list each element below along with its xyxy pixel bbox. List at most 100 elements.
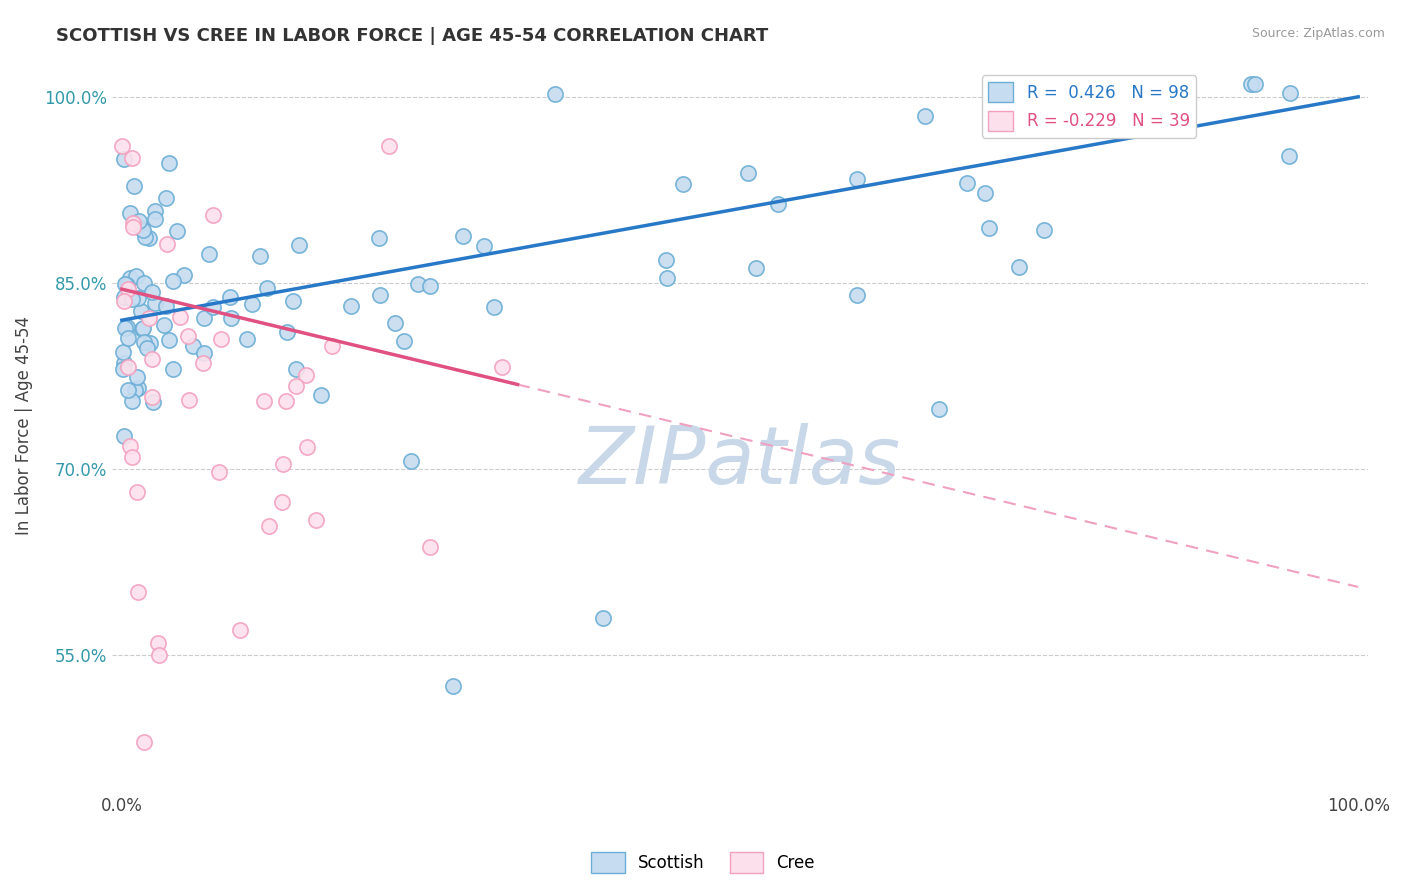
Point: [143, 204, 166, 219]
Point: [112, 362, 135, 376]
Point: [128, 213, 150, 227]
Point: [131, 221, 153, 235]
Point: [134, 335, 156, 350]
Text: SCOTTISH VS CREE IN LABOR FORCE | AGE 45-54 CORRELATION CHART: SCOTTISH VS CREE IN LABOR FORCE | AGE 45…: [56, 27, 769, 45]
Y-axis label: In Labor Force | Age 45-54: In Labor Force | Age 45-54: [15, 316, 32, 535]
Point: [181, 339, 204, 353]
Point: [845, 172, 868, 186]
Point: [219, 290, 242, 304]
Point: [115, 319, 138, 334]
Point: [127, 291, 149, 305]
Point: [273, 457, 295, 471]
Point: [138, 310, 160, 325]
Point: [219, 311, 242, 326]
Point: [592, 611, 614, 625]
Point: [117, 383, 139, 397]
Point: [956, 176, 979, 190]
Point: [384, 316, 406, 330]
Point: [134, 735, 156, 749]
Point: [115, 277, 138, 292]
Point: [339, 299, 361, 313]
Point: [252, 394, 274, 409]
Point: [297, 440, 319, 454]
Point: [132, 321, 155, 335]
Point: [138, 231, 160, 245]
Point: [655, 252, 678, 267]
Point: [321, 338, 343, 352]
Point: [197, 247, 219, 261]
Point: [259, 519, 281, 533]
Point: [141, 390, 163, 404]
Point: [121, 450, 143, 464]
Point: [368, 288, 391, 302]
Point: [162, 274, 184, 288]
Point: [305, 513, 328, 527]
Point: [169, 310, 191, 324]
Point: [201, 208, 224, 222]
Point: [112, 428, 135, 442]
Point: [162, 361, 184, 376]
Point: [737, 166, 759, 180]
Point: [148, 648, 170, 663]
Point: [118, 206, 141, 220]
Point: [472, 239, 495, 253]
Point: [112, 152, 135, 166]
Point: [399, 453, 422, 467]
Point: [768, 196, 790, 211]
Point: [419, 541, 441, 555]
Point: [744, 260, 766, 275]
Point: [193, 311, 215, 326]
Point: [236, 333, 259, 347]
Point: [914, 109, 936, 123]
Point: [124, 178, 146, 193]
Point: [482, 300, 505, 314]
Point: [141, 285, 163, 300]
Point: [256, 281, 278, 295]
Point: [117, 360, 139, 375]
Point: [453, 228, 475, 243]
Point: [121, 220, 143, 235]
Point: [112, 356, 135, 370]
Point: [1278, 87, 1301, 101]
Point: [979, 221, 1001, 235]
Point: [191, 356, 214, 370]
Point: [121, 394, 143, 409]
Point: [1243, 78, 1265, 92]
Point: [125, 269, 148, 284]
Point: [157, 156, 180, 170]
Point: [288, 238, 311, 252]
Point: [143, 212, 166, 227]
Point: [1125, 78, 1147, 92]
Point: [143, 295, 166, 310]
Point: [120, 271, 142, 285]
Point: [124, 383, 146, 397]
Point: [153, 318, 176, 333]
Point: [928, 402, 950, 417]
Point: [157, 333, 180, 347]
Point: [295, 368, 318, 382]
Point: [283, 294, 305, 309]
Point: [112, 289, 135, 303]
Text: Source: ZipAtlas.com: Source: ZipAtlas.com: [1251, 27, 1385, 40]
Point: [655, 271, 678, 285]
Point: [229, 624, 252, 638]
Point: [284, 379, 307, 393]
Point: [142, 395, 165, 409]
Point: [134, 230, 156, 244]
Point: [846, 287, 869, 301]
Point: [155, 299, 177, 313]
Point: [118, 439, 141, 453]
Point: [368, 231, 391, 245]
Point: [177, 393, 200, 408]
Point: [122, 216, 145, 230]
Text: ZIPatlas: ZIPatlas: [579, 424, 901, 501]
Point: [309, 388, 332, 402]
Point: [127, 381, 149, 395]
Point: [127, 484, 149, 499]
Point: [271, 495, 294, 509]
Point: [132, 222, 155, 236]
Point: [177, 329, 200, 343]
Point: [121, 151, 143, 165]
Point: [285, 362, 308, 376]
Point: [134, 277, 156, 291]
